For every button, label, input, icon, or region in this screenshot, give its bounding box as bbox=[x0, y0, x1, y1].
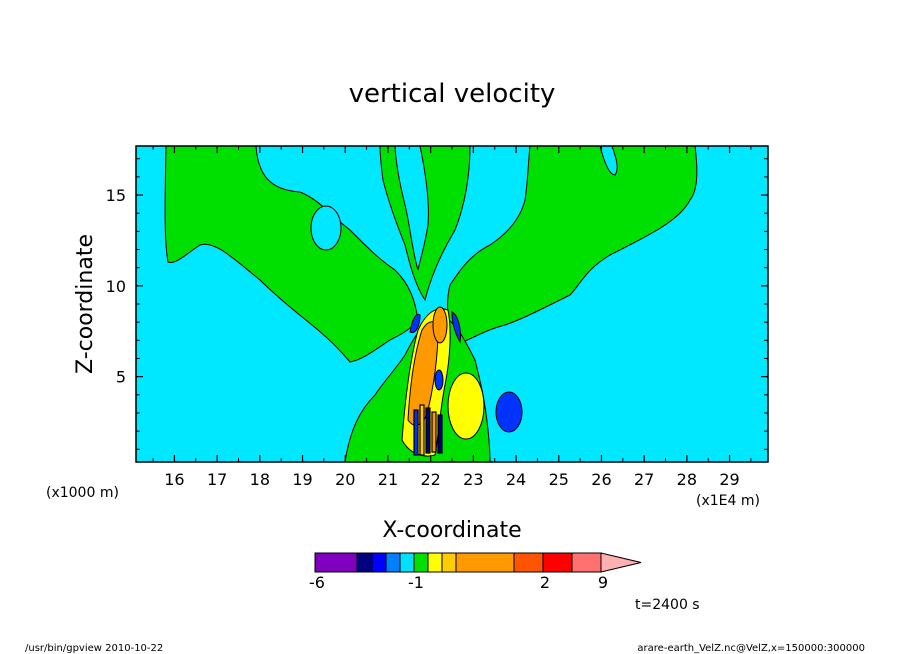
orange-upper bbox=[432, 306, 448, 344]
blue-regions bbox=[409, 311, 523, 433]
x-tick-label: 24 bbox=[506, 470, 526, 489]
y-unit-label: (x1000 m) bbox=[46, 485, 119, 501]
osc-5 bbox=[437, 414, 443, 454]
x-tick-label: 17 bbox=[207, 470, 227, 489]
cyan-hole-left bbox=[310, 205, 342, 251]
osc-4 bbox=[431, 411, 437, 453]
colorbar-swatch bbox=[427, 552, 443, 573]
cyan-channel bbox=[394, 145, 429, 271]
colorbar-swatch bbox=[371, 552, 387, 573]
colorbar-swatch bbox=[455, 552, 515, 573]
colorbar-swatch bbox=[513, 552, 544, 573]
x-tick-label: 27 bbox=[634, 470, 654, 489]
footer-right: arare-earth_VelZ.nc@VelZ,x=150000:300000 bbox=[637, 643, 865, 654]
y-tick-label: 5 bbox=[116, 368, 126, 387]
x-unit-label: (x1E4 m) bbox=[696, 493, 760, 509]
colorbar-swatch bbox=[441, 552, 457, 573]
x-tick-label: 20 bbox=[335, 470, 355, 489]
colorbar-swatch bbox=[399, 552, 415, 573]
osc-1 bbox=[413, 409, 419, 456]
time-label: t=2400 s bbox=[635, 597, 700, 613]
colorbar-swatch bbox=[385, 552, 401, 573]
orange-regions bbox=[407, 306, 448, 426]
chart-title: vertical velocity bbox=[349, 79, 556, 109]
colorbar-label: -1 bbox=[408, 573, 424, 592]
green-right-wing bbox=[447, 145, 698, 346]
x-axis-label: X-coordinate bbox=[382, 518, 521, 543]
cyan-holes bbox=[310, 145, 429, 271]
y-tick-label: 15 bbox=[106, 186, 126, 205]
blue-right-streak bbox=[451, 311, 461, 344]
y-tick-label: 10 bbox=[106, 277, 126, 296]
blue-right-cell bbox=[495, 391, 523, 433]
x-tick-label: 26 bbox=[591, 470, 611, 489]
colorbar-swatch bbox=[571, 552, 602, 573]
x-tick-label: 16 bbox=[164, 470, 184, 489]
colorbar-label: -6 bbox=[309, 573, 325, 592]
yellow-right-lobe bbox=[447, 372, 485, 440]
osc-2 bbox=[419, 404, 425, 456]
plot-area bbox=[135, 145, 769, 463]
colorbar-extend-arrow bbox=[600, 552, 642, 573]
osc-3 bbox=[425, 407, 431, 454]
colorbar-label: 9 bbox=[598, 573, 608, 592]
x-tick-label: 28 bbox=[677, 470, 697, 489]
colorbar: -6 -1 2 9 bbox=[309, 552, 642, 592]
axes: 16 17 18 19 20 21 22 23 24 25 26 27 28 29 5 10 15 bbox=[106, 146, 768, 489]
blue-left-streak bbox=[409, 313, 421, 334]
colorbar-label: 2 bbox=[540, 573, 550, 592]
x-tick-label: 25 bbox=[549, 470, 569, 489]
x-tick-label: 18 bbox=[250, 470, 270, 489]
blue-inner bbox=[434, 369, 444, 391]
colorbar-swatch bbox=[314, 552, 358, 573]
x-tick-label: 19 bbox=[292, 470, 312, 489]
colorbar-swatch bbox=[356, 552, 373, 573]
x-tick-label: 22 bbox=[420, 470, 440, 489]
colorbar-swatch bbox=[413, 552, 429, 573]
colorbar-swatch bbox=[542, 552, 573, 573]
surface-oscillations bbox=[413, 404, 443, 456]
x-tick-label: 23 bbox=[463, 470, 483, 489]
x-tick-label: 29 bbox=[719, 470, 739, 489]
x-tick-label: 21 bbox=[378, 470, 398, 489]
footer-left: /usr/bin/gpview 2010-10-22 bbox=[25, 643, 163, 654]
y-axis-label: Z-coordinate bbox=[73, 234, 98, 374]
